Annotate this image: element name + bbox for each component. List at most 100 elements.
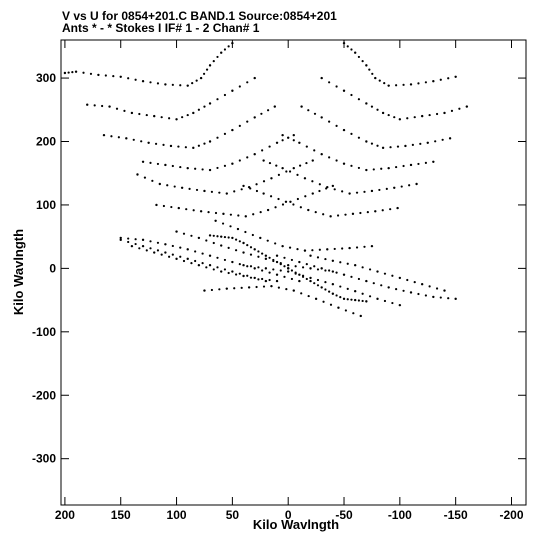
uv-point bbox=[353, 264, 357, 267]
uv-point bbox=[342, 128, 346, 132]
uv-point bbox=[325, 187, 328, 190]
uv-point bbox=[205, 266, 208, 269]
x-tick-label: -50 bbox=[335, 508, 353, 522]
uv-point bbox=[242, 274, 245, 278]
x-tick-label: 100 bbox=[167, 508, 187, 522]
uv-point bbox=[370, 105, 374, 108]
uv-point bbox=[272, 258, 275, 262]
uv-point bbox=[284, 200, 288, 203]
uv-point bbox=[162, 143, 165, 146]
uv-point bbox=[428, 285, 431, 288]
uv-point bbox=[89, 72, 93, 75]
uv-point bbox=[328, 120, 331, 123]
uv-point bbox=[381, 146, 385, 150]
uv-point bbox=[420, 283, 424, 286]
uv-point bbox=[249, 265, 253, 268]
uv-point bbox=[320, 152, 323, 156]
uv-point bbox=[231, 41, 234, 45]
uv-point bbox=[311, 192, 314, 195]
uv-point bbox=[402, 289, 405, 292]
uv-point bbox=[288, 170, 292, 173]
uv-point bbox=[216, 266, 219, 269]
uv-point bbox=[275, 141, 279, 144]
header-line-1: V vs U for 0854+201.C BAND.1 Source:0854… bbox=[62, 9, 337, 23]
uv-point bbox=[328, 156, 331, 159]
uv-point bbox=[246, 265, 249, 268]
uv-point bbox=[424, 161, 427, 164]
uv-point bbox=[316, 268, 320, 271]
uv-point bbox=[336, 214, 340, 217]
uv-point bbox=[351, 212, 355, 216]
uv-point bbox=[270, 284, 273, 288]
uv-point bbox=[127, 240, 130, 244]
uv-point bbox=[229, 213, 232, 216]
uv-point bbox=[115, 107, 119, 110]
uv-point bbox=[350, 48, 353, 51]
uv-point bbox=[331, 292, 335, 295]
uv-point bbox=[372, 168, 375, 171]
uv-point bbox=[269, 195, 273, 198]
uv-point bbox=[249, 276, 253, 279]
uv-point bbox=[201, 168, 204, 171]
uv-point bbox=[370, 244, 374, 248]
uv-point bbox=[179, 165, 182, 169]
uv-point bbox=[363, 245, 366, 248]
uv-point bbox=[184, 146, 187, 149]
uv-point bbox=[339, 296, 342, 299]
uv-point bbox=[231, 128, 234, 132]
uv-point bbox=[231, 236, 234, 240]
uv-point bbox=[216, 256, 219, 259]
uv-point bbox=[402, 83, 405, 86]
uv-point bbox=[398, 303, 402, 307]
uv-point bbox=[220, 235, 223, 238]
uv-point bbox=[395, 287, 398, 291]
uv-point bbox=[342, 162, 346, 165]
uv-point bbox=[448, 137, 452, 140]
uv-point bbox=[268, 256, 271, 259]
uv-point bbox=[247, 185, 251, 189]
uv-point bbox=[246, 120, 249, 123]
uv-point bbox=[283, 275, 286, 278]
y-tick-label: -200 bbox=[32, 388, 56, 402]
uv-point bbox=[234, 238, 238, 241]
uv-point bbox=[208, 102, 212, 105]
uv-point bbox=[303, 177, 307, 180]
uv-point bbox=[156, 82, 160, 85]
uv-point bbox=[199, 210, 203, 213]
uv-point bbox=[262, 192, 265, 195]
y-tick-label: -300 bbox=[32, 452, 56, 466]
uv-point bbox=[223, 164, 227, 167]
uv-point bbox=[156, 249, 160, 252]
uv-point bbox=[417, 162, 420, 166]
uv-point bbox=[110, 135, 113, 138]
uv-point bbox=[268, 271, 271, 274]
uv-point bbox=[363, 190, 366, 193]
uv-point bbox=[216, 136, 219, 139]
uv-point bbox=[376, 108, 379, 111]
uv-point bbox=[149, 240, 152, 243]
uv-point bbox=[223, 235, 227, 239]
plot-frame bbox=[60, 39, 527, 506]
uv-point bbox=[380, 284, 383, 287]
uv-point bbox=[220, 270, 223, 273]
uv-point bbox=[147, 141, 150, 144]
uv-point bbox=[223, 93, 227, 97]
uv-point bbox=[195, 79, 198, 82]
uv-point bbox=[341, 190, 344, 193]
uv-point bbox=[247, 286, 251, 289]
uv-point bbox=[112, 75, 115, 78]
uv-point bbox=[335, 159, 338, 162]
uv-point bbox=[381, 111, 385, 115]
uv-point bbox=[439, 296, 442, 299]
uv-point bbox=[361, 266, 364, 269]
uv-point bbox=[328, 290, 331, 293]
uv-point bbox=[214, 219, 217, 222]
y-tick-label: 100 bbox=[36, 198, 56, 212]
uv-point bbox=[134, 242, 137, 246]
uv-point bbox=[350, 275, 353, 278]
uv-point bbox=[203, 189, 206, 193]
uv-point bbox=[149, 81, 152, 84]
uv-point bbox=[253, 248, 256, 251]
uv-point bbox=[331, 259, 335, 262]
